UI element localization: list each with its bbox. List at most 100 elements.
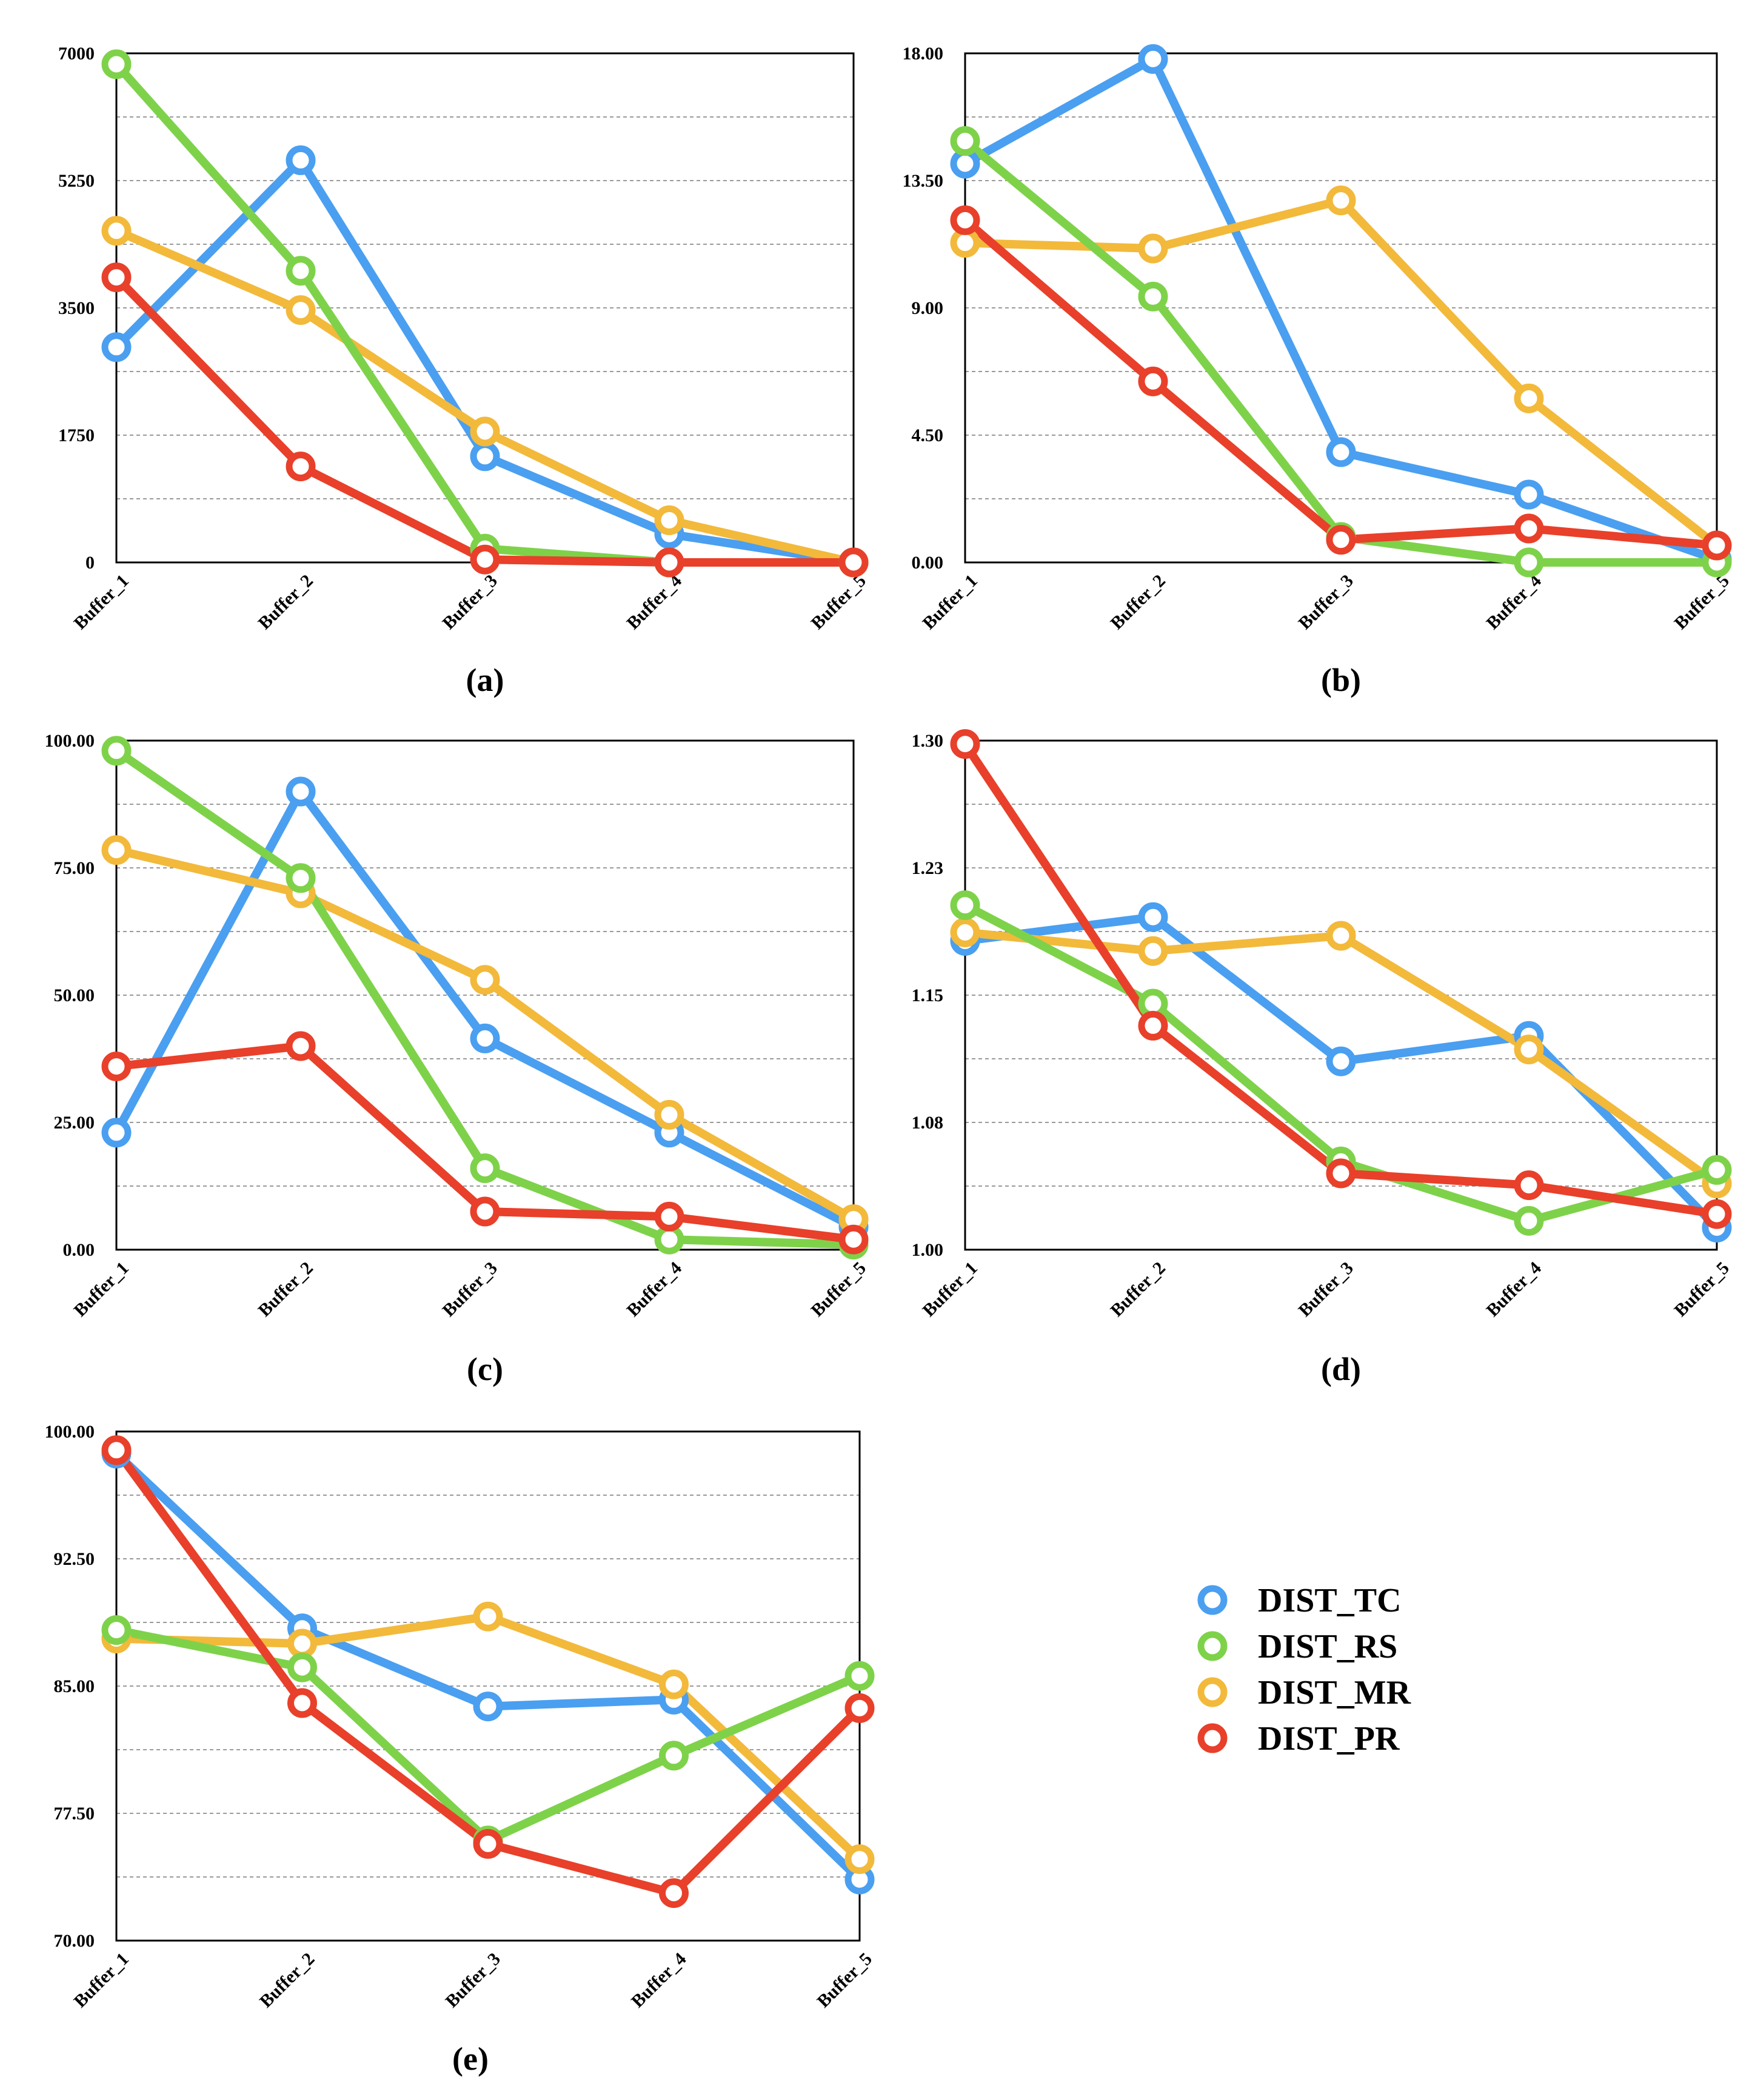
x-tick-label: Buffer_2	[256, 1949, 318, 2012]
chart-2: 0.00 4.50 9.00 13.50 18.00 Buffer_1 Buffer_2 Bu…	[903, 44, 1733, 698]
data-point-dist_mr	[470, 416, 500, 447]
data-point-dist_mr	[1326, 185, 1356, 216]
panel-label: (a)	[466, 662, 504, 698]
y-tick-label: 75.00	[54, 858, 95, 878]
y-tick-label: 1750	[58, 425, 95, 445]
data-point-dist_pr	[101, 262, 132, 293]
data-point-dist_tc	[1514, 479, 1544, 510]
data-point-dist_pr	[1326, 525, 1356, 555]
data-point-dist_tc	[286, 776, 316, 807]
data-point-dist_mr	[1514, 383, 1544, 413]
y-tick-label: 9.00	[912, 298, 944, 318]
x-tick-label: Buffer_5	[1670, 571, 1733, 633]
legend-item-dist_pr: DIST_PR	[1197, 1720, 1400, 1758]
x-tick-label: Buffer_2	[254, 1258, 316, 1321]
legend-item-dist_rs: DIST_RS	[1197, 1628, 1397, 1665]
data-point-dist_pr	[1138, 1010, 1168, 1041]
legend-item-dist_mr: DIST_MR	[1197, 1674, 1411, 1712]
plot-frame	[115, 1430, 861, 1942]
data-point-dist_mr	[1514, 1035, 1544, 1065]
x-tick-label: Buffer_5	[807, 571, 869, 633]
data-point-dist_pr	[1514, 1170, 1544, 1201]
series-line-dist_pr	[961, 739, 1721, 1219]
x-tick-label: Buffer_4	[623, 1258, 685, 1321]
chart-1: 0 1750 3500 5250 7000 Buffer_1 Buffer_2 Buffer_…	[58, 44, 870, 698]
data-point-dist_pr	[1702, 1199, 1732, 1229]
legend-label: DIST_PR	[1258, 1720, 1400, 1758]
data-point-dist_pr	[1702, 530, 1732, 561]
data-point-dist_mr	[950, 917, 980, 947]
x-tick-label: Buffer_5	[807, 1258, 869, 1321]
x-tick-label: Buffer_4	[623, 571, 685, 633]
x-tick-label: Buffer_3	[1294, 571, 1357, 633]
data-point-dist_pr	[1138, 366, 1168, 396]
data-point-dist_rs	[950, 126, 980, 156]
data-point-dist_pr	[286, 1031, 316, 1061]
chart-5: 70.00 77.50 85.00 92.50 100.00 Buffer_1 Buffer…	[45, 1422, 876, 2077]
plot-frame	[115, 739, 855, 1251]
data-point-dist_pr	[659, 1878, 689, 1908]
panel-label: (d)	[1321, 1351, 1361, 1387]
legend-marker-icon	[1197, 1723, 1228, 1753]
data-point-dist_tc	[1138, 902, 1168, 932]
legend-label: DIST_TC	[1258, 1582, 1402, 1619]
data-point-dist_rs	[844, 1661, 875, 1691]
legend-label: DIST_MR	[1258, 1674, 1411, 1712]
y-tick-label: 100.00	[45, 731, 95, 751]
data-point-dist_mr	[654, 1099, 684, 1130]
y-tick-label: 50.00	[54, 985, 95, 1005]
x-tick-label: Buffer_1	[70, 1258, 132, 1321]
data-point-dist_pr	[101, 1435, 132, 1465]
series-line-dist_mr	[961, 196, 1721, 550]
y-tick-label: 92.50	[54, 1549, 95, 1569]
data-point-dist_pr	[1514, 513, 1544, 544]
chart-panels: 0 1750 3500 5250 7000 Buffer_1 Buffer_2 Buffer_…	[45, 44, 1733, 2077]
panel-label: (c)	[467, 1351, 503, 1387]
x-tick-label: Buffer_2	[1106, 1258, 1169, 1321]
legend: DIST_TC DIST_RS DIST_MR DIST_PR	[1197, 1582, 1411, 1758]
y-tick-label: 0.00	[912, 553, 944, 573]
data-point-dist_pr	[950, 205, 980, 235]
data-point-dist_pr	[287, 1688, 317, 1718]
data-point-dist_pr	[1326, 1158, 1356, 1188]
data-point-dist_tc	[101, 1118, 132, 1148]
data-point-dist_mr	[654, 505, 684, 535]
data-point-dist_rs	[470, 1153, 500, 1184]
data-point-dist_tc	[1326, 1046, 1356, 1076]
chart-4: 1.00 1.08 1.15 1.23 1.30 Buffer_1 Buffer_2 Buff…	[912, 729, 1733, 1387]
data-point-dist_mr	[473, 1601, 503, 1632]
data-point-dist_rs	[1514, 1205, 1544, 1236]
plot-frame	[964, 739, 1718, 1251]
y-tick-label: 1.08	[912, 1113, 944, 1133]
y-tick-label: 7000	[58, 44, 95, 64]
legend-marker-icon	[1197, 1677, 1228, 1707]
x-tick-label: Buffer_1	[70, 1949, 132, 2012]
y-tick-label: 70.00	[54, 1931, 95, 1951]
chart-3: 0.00 25.00 50.00 75.00 100.00 Buffer_1 Buffer_…	[45, 731, 870, 1387]
y-tick-label: 13.50	[903, 171, 944, 191]
x-tick-label: Buffer_1	[70, 571, 132, 633]
series-line-dist_rs	[112, 1625, 864, 1845]
data-point-dist_tc	[286, 145, 316, 175]
y-tick-label: 85.00	[54, 1676, 95, 1696]
series-line-dist_pr	[961, 216, 1721, 550]
data-point-dist_tc	[470, 1023, 500, 1053]
x-tick-label: Buffer_1	[918, 1258, 981, 1321]
y-tick-label: 1.23	[912, 858, 944, 878]
plot-frame	[964, 52, 1718, 564]
legend-marker-icon	[1197, 1631, 1228, 1661]
data-point-dist_tc	[101, 332, 132, 362]
y-tick-label: 1.15	[912, 985, 944, 1005]
panel-label: (b)	[1321, 662, 1361, 698]
y-tick-label: 77.50	[54, 1804, 95, 1824]
data-point-dist_tc	[470, 441, 500, 472]
x-tick-label: Buffer_2	[254, 571, 316, 633]
legend-marker-icon	[1197, 1585, 1228, 1615]
y-tick-label: 3500	[58, 298, 95, 318]
y-tick-label: 5250	[58, 171, 95, 191]
data-point-dist_pr	[950, 729, 980, 759]
data-point-dist_mr	[286, 295, 316, 325]
x-tick-label: Buffer_3	[438, 571, 501, 633]
data-point-dist_pr	[838, 1224, 869, 1255]
x-tick-label: Buffer_3	[438, 1258, 501, 1321]
